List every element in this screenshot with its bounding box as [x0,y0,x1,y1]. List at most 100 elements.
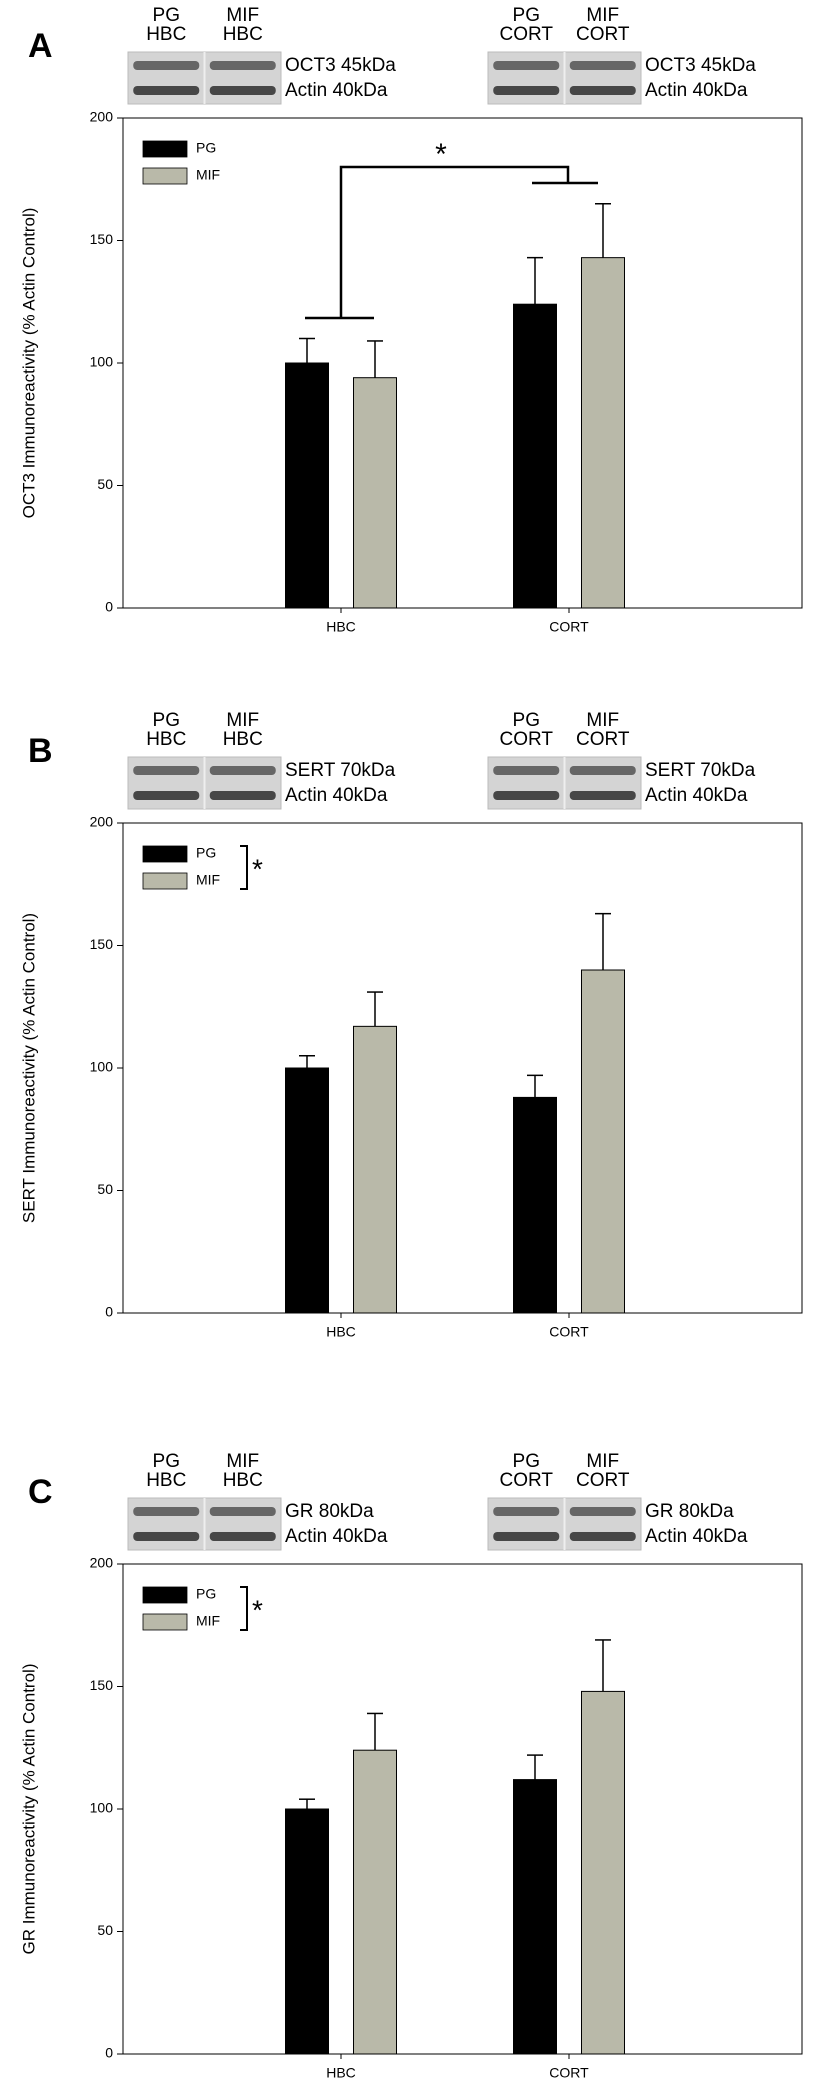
blot-band [133,61,200,70]
y-tick-label: 0 [105,599,113,615]
lane-label: MIF [226,5,259,26]
plot-frame [122,822,803,1314]
lane-label: PG [513,1451,540,1472]
x-tick-label: HBC [326,2065,356,2081]
y-tick-label: 0 [105,1304,113,1320]
blot-band [209,766,276,775]
legend-label: MIF [196,167,220,183]
bar [513,303,557,609]
lane-label: MIF [226,1451,259,1472]
lane-label: PG [153,710,180,731]
blot-band [493,791,560,800]
blot-band [493,1532,560,1541]
y-tick-label: 100 [90,354,114,370]
lane-label: PG [153,5,180,26]
significance-star: * [252,1594,263,1625]
significance-star: * [435,138,447,171]
panel-letter: C [28,1473,53,1511]
band-label: OCT3 45kDa [285,55,396,76]
band-label: Actin 40kDa [645,1526,748,1547]
blot-band [493,766,560,775]
x-tick-label: CORT [549,619,589,635]
panel-letter: B [28,732,53,770]
lane-label: MIF [586,710,619,731]
lane-label: HBC [146,729,186,750]
blot-band [133,766,200,775]
bar [581,257,625,609]
bar [285,362,329,609]
band-label: Actin 40kDa [285,80,388,101]
blot-band [569,86,636,95]
blot-band [209,1507,276,1516]
y-tick-label: 150 [90,936,114,952]
lane-label: CORT [500,24,554,45]
bar [513,1779,557,2055]
lane-label: HBC [146,24,186,45]
bar [353,1749,397,2055]
band-label: Actin 40kDa [285,1526,388,1547]
band-label: Actin 40kDa [285,785,388,806]
band-label: OCT3 45kDa [645,55,756,76]
blot-band [209,791,276,800]
panel-letter: A [28,27,53,65]
lane-label: CORT [576,729,630,750]
x-tick-label: HBC [326,1324,356,1340]
lane-label: PG [513,710,540,731]
legend-label: PG [196,140,216,156]
y-axis-label: OCT3 Immunoreactivity (% Actin Control) [19,208,38,519]
legend-label: MIF [196,1613,220,1629]
bar [581,969,625,1314]
band-label: Actin 40kDa [645,80,748,101]
band-label: GR 80kDa [645,1501,734,1522]
x-tick-label: CORT [549,1324,589,1340]
band-label: SERT 70kDa [285,760,396,781]
legend-swatch [142,872,188,890]
blot-band [209,86,276,95]
lane-label: MIF [226,710,259,731]
blot-band [569,61,636,70]
bar [581,1690,625,2055]
lane-label: MIF [586,1451,619,1472]
blot-band [493,86,560,95]
significance-bracket [240,845,248,890]
blot-band [493,61,560,70]
legend-swatch [142,140,188,158]
bar [353,377,397,609]
lane-label: CORT [576,1470,630,1491]
legend-label: MIF [196,872,220,888]
blot-band [569,1507,636,1516]
blot-band [133,791,200,800]
y-axis-label: SERT Immunoreactivity (% Actin Control) [19,913,38,1223]
blot-band [569,791,636,800]
significance-bracket [240,1586,248,1631]
legend-label: PG [196,845,216,861]
blot-band [209,1532,276,1541]
legend-swatch [142,1613,188,1631]
blot-band [569,766,636,775]
y-tick-label: 50 [97,1922,113,1938]
lane-label: PG [513,5,540,26]
significance-bracket [305,165,598,320]
legend-swatch [142,845,188,863]
y-tick-label: 50 [97,476,113,492]
blot-band [493,1507,560,1516]
band-label: SERT 70kDa [645,760,756,781]
x-tick-label: CORT [549,2065,589,2081]
legend-label: PG [196,1586,216,1602]
blot-band [569,1532,636,1541]
band-label: Actin 40kDa [645,785,748,806]
bar [285,1067,329,1314]
y-axis-label: GR Immunoreactivity (% Actin Control) [19,1664,38,1955]
lane-label: CORT [576,24,630,45]
lane-label: HBC [223,1470,263,1491]
bar [353,1025,397,1314]
lane-label: HBC [223,729,263,750]
significance-star: * [252,853,263,884]
lane-label: HBC [146,1470,186,1491]
lane-label: CORT [500,729,554,750]
y-tick-label: 200 [90,109,114,125]
x-tick-label: HBC [326,619,356,635]
y-tick-label: 200 [90,1555,114,1571]
